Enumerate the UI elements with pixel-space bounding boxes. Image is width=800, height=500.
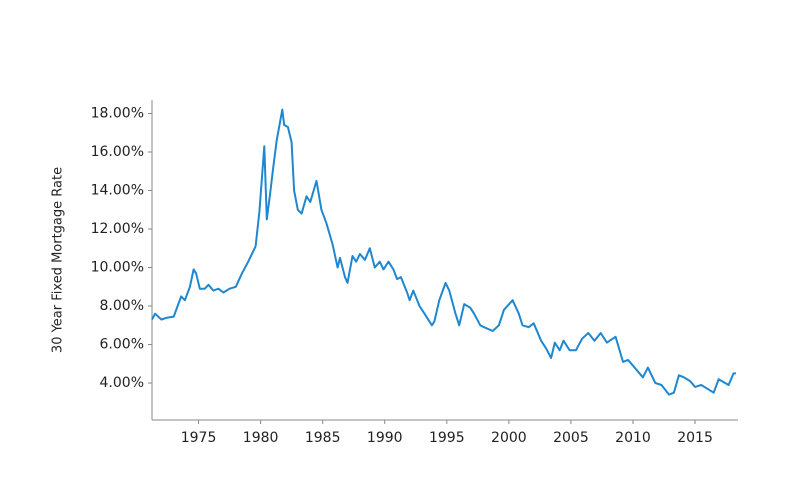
x-tick-label: 2010 <box>615 430 651 446</box>
y-tick-label: 8.00% <box>100 298 144 314</box>
y-axis-label: 30 Year Fixed Mortgage Rate <box>51 167 66 353</box>
x-tick-label: 1980 <box>243 430 279 446</box>
y-tick-label: 16.00% <box>91 144 144 160</box>
y-tick-label: 10.00% <box>91 260 144 276</box>
x-tick-label: 1975 <box>181 430 217 446</box>
y-tick-label: 14.00% <box>91 182 144 198</box>
x-tick-label: 2015 <box>677 430 713 446</box>
x-tick-label: 2000 <box>491 430 527 446</box>
y-tick-label: 4.00% <box>100 375 144 391</box>
y-tick-label: 12.00% <box>91 221 144 237</box>
x-tick-label: 1995 <box>429 430 465 446</box>
x-tick-label: 1985 <box>305 430 341 446</box>
line-series <box>151 108 736 396</box>
y-tick-label: 6.00% <box>100 337 144 353</box>
x-tick-label: 1990 <box>367 430 403 446</box>
y-tick-label: 18.00% <box>91 105 144 121</box>
x-tick-label: 2005 <box>553 430 589 446</box>
